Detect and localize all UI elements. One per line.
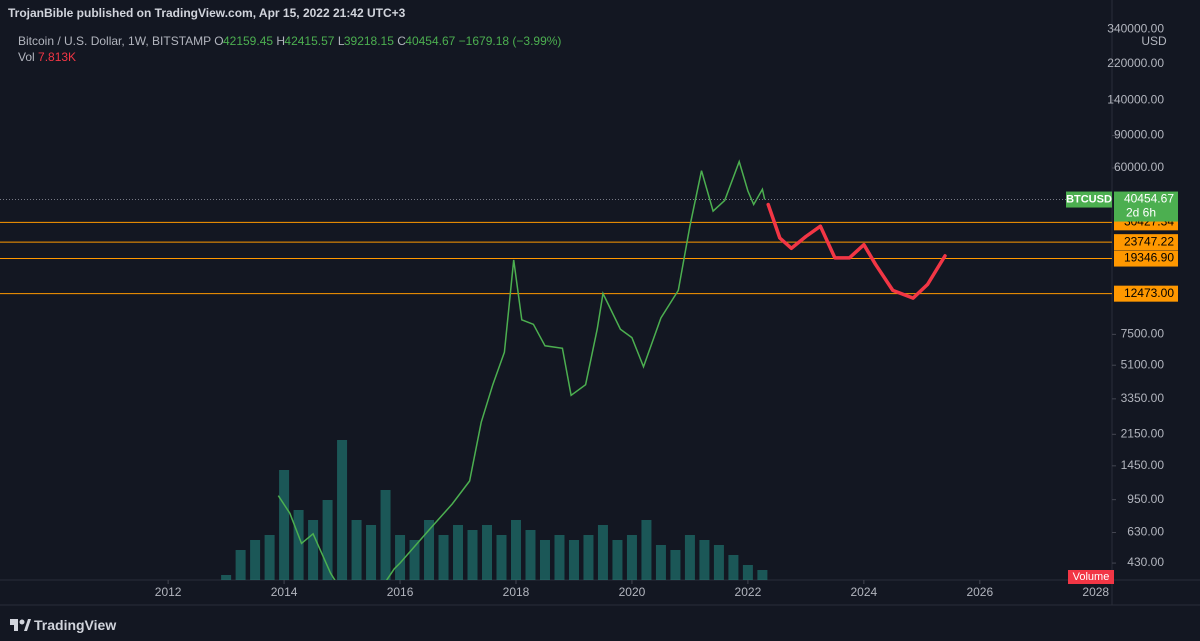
volume-bar: [568, 540, 579, 580]
y-tick-label: 950.00: [1127, 492, 1164, 506]
last-price-label: 40454.67: [1124, 192, 1174, 206]
brand: TradingView: [34, 617, 117, 633]
level-label: 12473.00: [1124, 286, 1174, 300]
volume-bar: [438, 535, 449, 580]
plot-area: [0, 159, 1112, 580]
y-tick-label: 430.00: [1127, 555, 1164, 569]
volume-bar: [597, 525, 608, 580]
price-line: [277, 159, 766, 580]
ohlc-value: 42159.45: [222, 34, 274, 48]
y-tick-label: 3350.00: [1121, 391, 1165, 405]
volume-bar: [525, 530, 536, 580]
volume-bar: [424, 520, 435, 580]
volume-bar: [366, 525, 377, 580]
symbol-label: BTCUSD: [1066, 193, 1112, 205]
level-label: 19346.90: [1124, 251, 1174, 265]
countdown-label: 2d 6h: [1126, 206, 1156, 220]
y-tick-label: 60000.00: [1114, 160, 1164, 174]
ohlc-value: 40454.67: [405, 34, 456, 48]
x-tick-label: 2014: [271, 585, 298, 599]
volume-bar: [293, 510, 304, 580]
y-tick-label: 90000.00: [1114, 128, 1164, 142]
volume-bar: [380, 490, 391, 580]
ohlc-value: 42415.57: [284, 34, 335, 48]
y-tick-label: 340000.00: [1107, 21, 1164, 35]
volume-label-box: [1068, 570, 1114, 584]
volume-bar: [583, 535, 594, 580]
y-tick-label: 140000.00: [1107, 92, 1164, 106]
volume-label: Volume: [1073, 571, 1110, 583]
y-tick-label: 2150.00: [1121, 426, 1165, 440]
volume-bar: [409, 540, 420, 580]
legend: Bitcoin / U.S. Dollar, 1W, BITSTAMP O 42…: [18, 33, 561, 65]
volume-bar: [235, 550, 246, 580]
volume-bar: [279, 470, 290, 580]
x-tick-label: 2016: [387, 585, 414, 599]
volume-bar: [221, 575, 232, 580]
symbol-box: [1066, 191, 1112, 208]
volume-bar: [337, 440, 348, 580]
currency-box: [1140, 34, 1168, 49]
volume-bar: [757, 570, 768, 580]
legend-volume-line: Vol 7.813K: [18, 49, 561, 65]
y-tick-label: 1450.00: [1121, 458, 1165, 472]
volume-bar: [467, 530, 478, 580]
publisher-line: TrojanBible published on TradingView.com…: [8, 6, 406, 20]
volume-bar: [626, 535, 637, 580]
x-tick-label: 2026: [966, 585, 993, 599]
volume-bar: [482, 525, 493, 580]
volume-bar: [308, 520, 319, 580]
symbol-title: Bitcoin / U.S. Dollar, 1W, BITSTAMP: [18, 34, 211, 48]
level-box: [1114, 250, 1178, 267]
x-tick-label: 2020: [619, 585, 646, 599]
x-tick-label: 2022: [735, 585, 762, 599]
volume-bar: [684, 535, 695, 580]
volume-key: Vol: [18, 50, 35, 64]
level-box: [1114, 234, 1178, 251]
projection-line: [766, 202, 947, 300]
ohlc-key: O: [214, 34, 224, 48]
volume-bar: [612, 540, 623, 580]
volume-bar: [554, 535, 565, 580]
currency: USD: [1141, 34, 1167, 48]
volume-bar: [539, 540, 550, 580]
volume-bar: [395, 535, 406, 580]
level-label: 23747.22: [1124, 234, 1174, 248]
volume-bar: [510, 520, 521, 580]
axes: 2012 2014 2016 2018 2020 2022 2024 2026 2028 430.…: [155, 21, 1178, 599]
volume-bar: [264, 535, 275, 580]
volume-bar: [713, 545, 724, 580]
volume-bar: [742, 565, 753, 580]
x-tick-label: 2018: [503, 585, 530, 599]
y-tick-label: 220000.00: [1107, 56, 1164, 70]
volume-bar: [453, 525, 464, 580]
volume-bar: [641, 520, 652, 580]
volume-value: 7.813K: [38, 50, 77, 64]
volume-bar: [728, 555, 739, 580]
y-tick-label: 7500.00: [1121, 327, 1165, 341]
volume-bar: [250, 540, 261, 580]
level-box: [1114, 285, 1178, 302]
change: −1679.18 (−3.99%): [458, 34, 562, 48]
x-tick-label: 2024: [851, 585, 878, 599]
x-tick-label: 2028: [1082, 585, 1109, 599]
last-price-box: [1114, 191, 1178, 222]
y-tick-label: 5100.00: [1121, 357, 1165, 371]
volume-bar: [699, 540, 710, 580]
tradingview-logo: [10, 619, 31, 631]
volume-bar: [655, 545, 666, 580]
x-tick-label: 2012: [155, 585, 182, 599]
y-tick-label: 630.00: [1127, 525, 1164, 539]
volume-bar: [351, 520, 362, 580]
volume-bar: [496, 535, 507, 580]
ohlc-value: 39218.15: [343, 34, 394, 48]
volume-bar: [670, 550, 681, 580]
legend-symbol-line: Bitcoin / U.S. Dollar, 1W, BITSTAMP O 42…: [18, 33, 561, 49]
volume-bar: [322, 500, 333, 580]
